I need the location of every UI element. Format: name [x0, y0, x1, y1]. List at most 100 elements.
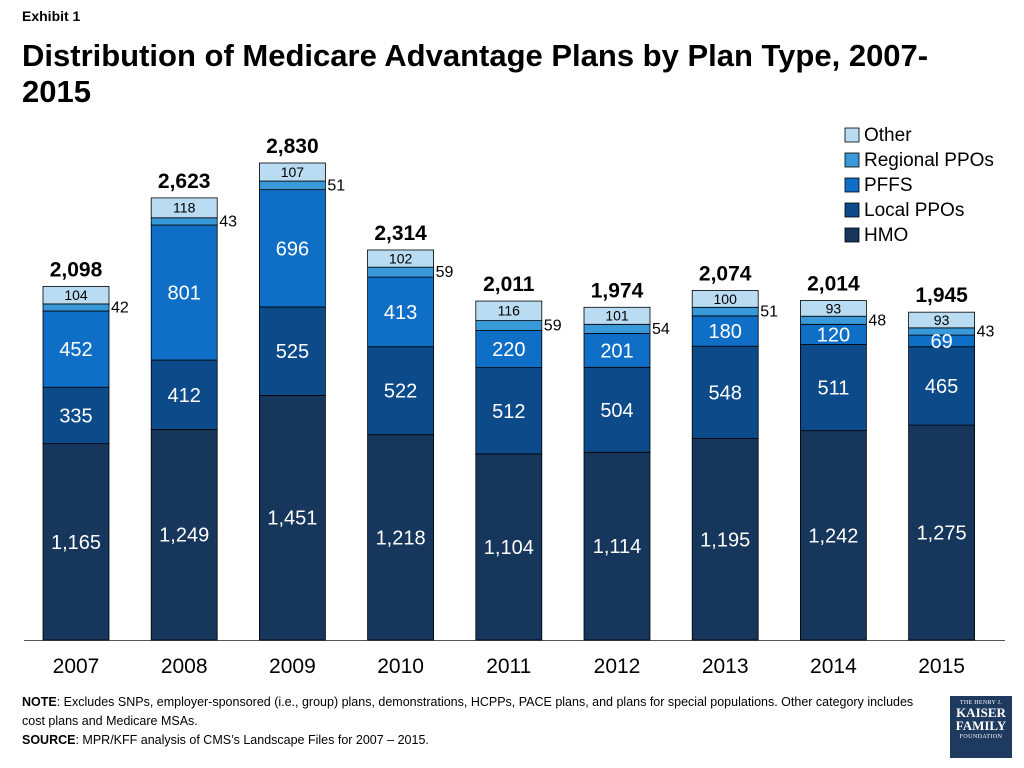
logo-line-1: THE HENRY J. [959, 700, 1003, 706]
legend-swatch-hmo [844, 227, 860, 243]
value-label: 48 [868, 312, 886, 329]
value-label: 1,104 [484, 537, 534, 559]
value-label: 512 [492, 401, 525, 423]
x-tick-label: 2015 [918, 655, 965, 678]
logo-line-2: KAISER [956, 705, 1006, 720]
bar-segment-pffs-2008 [150, 224, 218, 361]
note-line: NOTE: Excludes SNPs, employer-sponsored … [22, 693, 922, 731]
value-label: 51 [760, 304, 778, 321]
note-label: NOTE [22, 695, 57, 709]
value-label: 1,451 [267, 508, 317, 530]
chart-notes: NOTE: Excludes SNPs, employer-sponsored … [22, 693, 922, 750]
bar-segment-regional-ppos-2008 [150, 217, 218, 226]
x-tick-label: 2007 [53, 655, 100, 678]
bar-segment-pffs-2011 [475, 330, 543, 369]
x-tick-label: 2011 [486, 655, 531, 678]
bar-segment-pffs-2007 [42, 310, 110, 388]
total-label: 2,314 [374, 222, 427, 245]
bar-segment-other-2010 [367, 249, 435, 268]
bar-segment-hmo-2008 [150, 429, 218, 641]
logo-line-3: FAMILY [955, 718, 1007, 733]
total-label: 1,974 [591, 279, 644, 302]
bar-segment-pffs-2010 [367, 276, 435, 348]
kff-logo: THE HENRY J. KAISER FAMILY FOUNDATION [950, 696, 1012, 758]
value-label: 1,218 [376, 527, 426, 549]
bar-segment-other-2013 [691, 290, 759, 308]
value-label: 51 [327, 177, 345, 194]
value-label: 548 [709, 382, 742, 404]
bar-segment-local-ppos-2009 [258, 306, 326, 396]
value-label: 100 [714, 291, 738, 307]
bar-segment-hmo-2013 [691, 438, 759, 641]
value-label: 180 [709, 321, 742, 343]
value-label: 42 [111, 299, 129, 316]
value-label: 1,242 [808, 525, 858, 547]
value-label: 118 [173, 200, 196, 216]
bar-segment-local-ppos-2010 [367, 346, 435, 436]
legend-swatch-pffs [844, 177, 860, 193]
value-label: 452 [59, 339, 92, 361]
value-label: 413 [384, 302, 417, 324]
stacked-bar-chart: 1,165 335 452 42 104 2,098 2007 1,249 412 801 43 11… [24, 125, 1005, 678]
bar-segment-pffs-2013 [691, 315, 759, 347]
exhibit-label: Exhibit 1 [22, 8, 81, 24]
bar-segment-other-2014 [800, 300, 867, 317]
bar-segment-regional-ppos-2014 [800, 315, 867, 325]
bar-segment-hmo-2011 [475, 453, 543, 641]
source-text: : MPR/KFF analysis of CMS’s Landscape Fi… [75, 733, 429, 747]
bar-segment-hmo-2012 [583, 451, 651, 641]
x-tick-label: 2009 [269, 655, 316, 678]
x-tick-label: 2013 [702, 655, 749, 678]
value-label: 120 [817, 324, 850, 346]
value-label: 43 [219, 213, 237, 230]
value-label: 93 [826, 300, 842, 316]
value-label: 525 [276, 341, 309, 363]
value-label: 116 [498, 303, 521, 319]
value-label: 69 [930, 331, 952, 353]
x-tick-label: 2010 [377, 655, 424, 678]
total-label: 2,014 [807, 273, 860, 296]
value-label: 104 [64, 287, 88, 303]
bar-segment-regional-ppos-2011 [475, 320, 543, 331]
source-label: SOURCE [22, 733, 76, 747]
bar-segment-other-2007 [42, 285, 110, 305]
value-label: 102 [389, 250, 413, 266]
total-label: 1,945 [915, 284, 968, 307]
value-label: 335 [59, 405, 92, 427]
value-label: 1,249 [159, 525, 209, 547]
legend-swatch-other [844, 127, 860, 143]
value-label: 220 [492, 339, 525, 361]
legend-swatch-regional-ppos [844, 152, 860, 168]
bar-segment-regional-ppos-2010 [367, 266, 435, 278]
total-label: 2,830 [266, 135, 319, 158]
value-label: 522 [384, 381, 417, 403]
legend-label: HMO [864, 225, 908, 246]
bar-segment-local-ppos-2008 [150, 359, 218, 430]
value-label: 59 [544, 318, 562, 335]
legend-swatch-local-ppos [844, 202, 860, 218]
bar-segment-local-ppos-2013 [691, 345, 759, 439]
legend-label: Local PPOs [864, 200, 964, 221]
bar-segment-pffs-2009 [258, 189, 326, 308]
value-label: 107 [281, 164, 305, 180]
value-label: 201 [600, 340, 633, 362]
value-label: 93 [934, 312, 950, 328]
x-tick-label: 2014 [810, 655, 857, 678]
bar-segment-local-ppos-2011 [475, 367, 543, 455]
value-label: 801 [168, 283, 201, 305]
bar-segment-hmo-2010 [367, 434, 435, 641]
logo-line-4: FOUNDATION [959, 734, 1003, 740]
bar-segment-other-2008 [150, 197, 218, 219]
bar-segment-local-ppos-2014 [800, 344, 867, 432]
total-label: 2,623 [158, 170, 211, 193]
value-label: 511 [817, 378, 849, 400]
chart-title: Distribution of Medicare Advantage Plans… [22, 38, 929, 109]
bar-segment-other-2009 [258, 162, 326, 182]
legend-label: Other [864, 125, 912, 146]
source-line: SOURCE: MPR/KFF analysis of CMS’s Landsc… [22, 731, 922, 750]
bar-segment-regional-ppos-2007 [42, 303, 110, 312]
bar-segment-hmo-2009 [258, 395, 326, 641]
value-label: 412 [168, 385, 201, 407]
value-label: 1,165 [51, 532, 101, 554]
total-label: 2,011 [483, 273, 535, 296]
